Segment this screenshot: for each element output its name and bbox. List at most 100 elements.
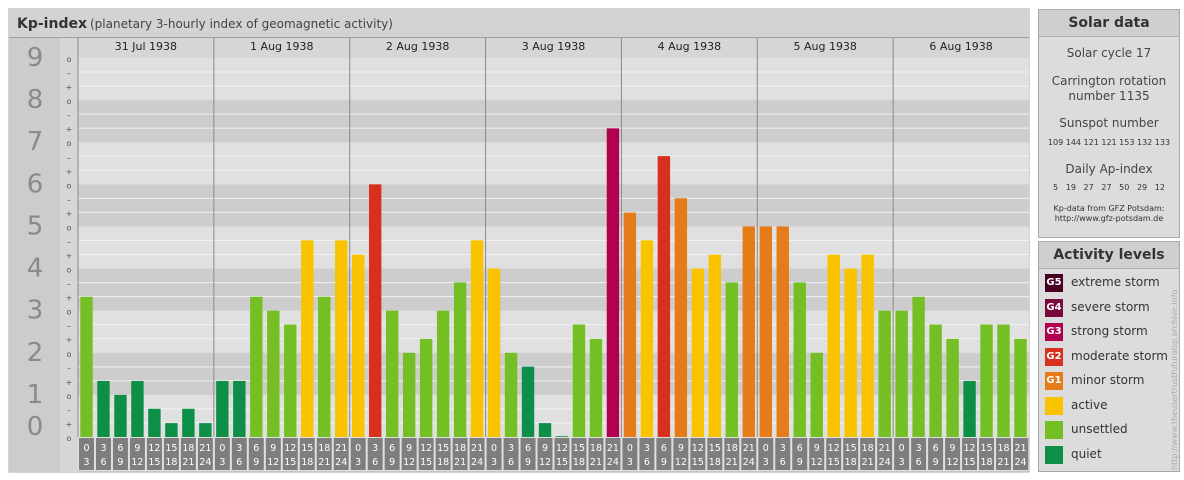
hour-cell <box>673 438 689 470</box>
hour-label-start: 21 <box>1014 443 1026 454</box>
hour-label-start: 0 <box>627 443 633 454</box>
minor-tick-label: o <box>67 181 72 190</box>
hour-cell <box>469 438 485 470</box>
hour-label-start: 9 <box>134 443 140 454</box>
hour-label-end: 9 <box>661 457 667 468</box>
activity-level-label: extreme storm <box>1071 275 1160 289</box>
hour-label-start: 6 <box>797 443 803 454</box>
minor-tick-label: – <box>67 69 71 78</box>
kp-bar <box>946 338 959 437</box>
hour-label-start: 15 <box>845 443 857 454</box>
hour-label-end: 6 <box>508 457 514 468</box>
activity-level-swatch <box>1045 421 1063 439</box>
hour-cell <box>435 438 451 470</box>
chart-title: Kp-index <box>17 16 87 32</box>
hour-label-start: 12 <box>148 443 160 454</box>
kp-bar <box>606 128 620 437</box>
minor-tick-label: + <box>66 294 73 303</box>
hour-label-end: 18 <box>573 457 585 468</box>
hour-label-end: 24 <box>199 457 211 468</box>
hour-label-start: 21 <box>335 443 347 454</box>
hour-cell <box>962 438 978 470</box>
hour-cell <box>690 438 706 470</box>
kp-bar <box>385 310 399 437</box>
hour-label-end: 15 <box>284 457 296 468</box>
hour-label-start: 18 <box>590 443 602 454</box>
hour-label-end: 21 <box>590 457 602 468</box>
minor-tick-label: o <box>67 308 72 317</box>
day-label-4: 4 Aug 1938 <box>658 40 721 53</box>
source-line1: Kp-data from GFZ Potsdam: <box>1053 204 1165 213</box>
hour-label-start: 12 <box>420 443 432 454</box>
activity-level-swatch: G5 <box>1045 274 1063 292</box>
hour-label-end: 3 <box>355 457 361 468</box>
hour-cell <box>486 438 502 470</box>
hour-cell <box>316 438 332 470</box>
hour-cell <box>95 438 111 470</box>
hour-label-start: 9 <box>406 443 412 454</box>
hour-cell <box>384 438 400 470</box>
hour-label-start: 21 <box>199 443 211 454</box>
hour-cell <box>894 438 910 470</box>
hour-label-end: 24 <box>335 457 347 468</box>
kp-band-4 <box>78 226 1029 269</box>
hour-label-start: 6 <box>389 443 395 454</box>
hour-cell <box>180 438 196 470</box>
hour-cell <box>554 438 570 470</box>
kp-bar <box>589 338 603 437</box>
kp-bar <box>453 282 467 437</box>
activity-level-swatch: G1 <box>1045 372 1063 390</box>
hour-label-start: 21 <box>743 443 755 454</box>
y-tick-label-9: 9 <box>27 43 44 73</box>
hour-label-end: 18 <box>980 457 992 468</box>
hour-label-end: 12 <box>403 457 415 468</box>
minor-tick-label: – <box>67 322 71 331</box>
kp-bar <box>165 423 178 437</box>
hour-label-end: 15 <box>692 457 704 468</box>
hour-label-start: 6 <box>661 443 667 454</box>
minor-tick-column <box>60 38 78 472</box>
minor-tick-label: – <box>67 364 71 373</box>
y-tick-label-5: 5 <box>27 211 44 241</box>
kp-bar <box>759 226 772 437</box>
hour-label-end: 21 <box>454 457 466 468</box>
hour-label-start: 3 <box>236 443 242 454</box>
kp-bar <box>402 352 416 437</box>
hour-cell <box>809 438 825 470</box>
hour-label-end: 15 <box>420 457 432 468</box>
kp-bar <box>487 268 501 437</box>
hour-cell <box>248 438 264 470</box>
hour-label-end: 3 <box>899 457 905 468</box>
hour-label-end: 9 <box>933 457 939 468</box>
kp-bar <box>470 240 484 437</box>
hour-label-start: 12 <box>692 443 704 454</box>
ap-title: Daily Ap-index <box>1065 162 1153 176</box>
minor-tick-label: – <box>67 111 71 120</box>
hour-cell <box>333 438 349 470</box>
kp-bar <box>929 324 942 437</box>
hour-label-start: 0 <box>491 443 497 454</box>
hour-cell <box>945 438 961 470</box>
activity-level-label: unsettled <box>1071 422 1128 436</box>
y-tick-label-3: 3 <box>27 296 44 326</box>
hour-label-end: 24 <box>607 457 619 468</box>
hour-cell <box>707 438 723 470</box>
minor-tick-label: o <box>67 350 72 359</box>
day-label-0: 31 Jul 1938 <box>115 40 177 53</box>
kp-bar <box>861 254 874 437</box>
hour-label-end: 21 <box>862 457 874 468</box>
hour-label-start: 0 <box>763 443 769 454</box>
hour-label-start: 21 <box>607 443 619 454</box>
hour-cell <box>112 438 128 470</box>
minor-tick-label: o <box>67 55 72 64</box>
hour-label-end: 12 <box>131 457 143 468</box>
hour-cell <box>860 438 876 470</box>
day-label-1: 1 Aug 1938 <box>250 40 313 53</box>
hour-label-start: 0 <box>355 443 361 454</box>
carrington-line2: number 1135 <box>1068 89 1150 103</box>
kp-bar <box>216 380 229 437</box>
sunspot-title: Sunspot number <box>1059 116 1159 130</box>
kp-bar <box>725 282 739 437</box>
source-line2[interactable]: http://www.gfz-potsdam.de <box>1054 214 1164 223</box>
hour-cell <box>418 438 434 470</box>
